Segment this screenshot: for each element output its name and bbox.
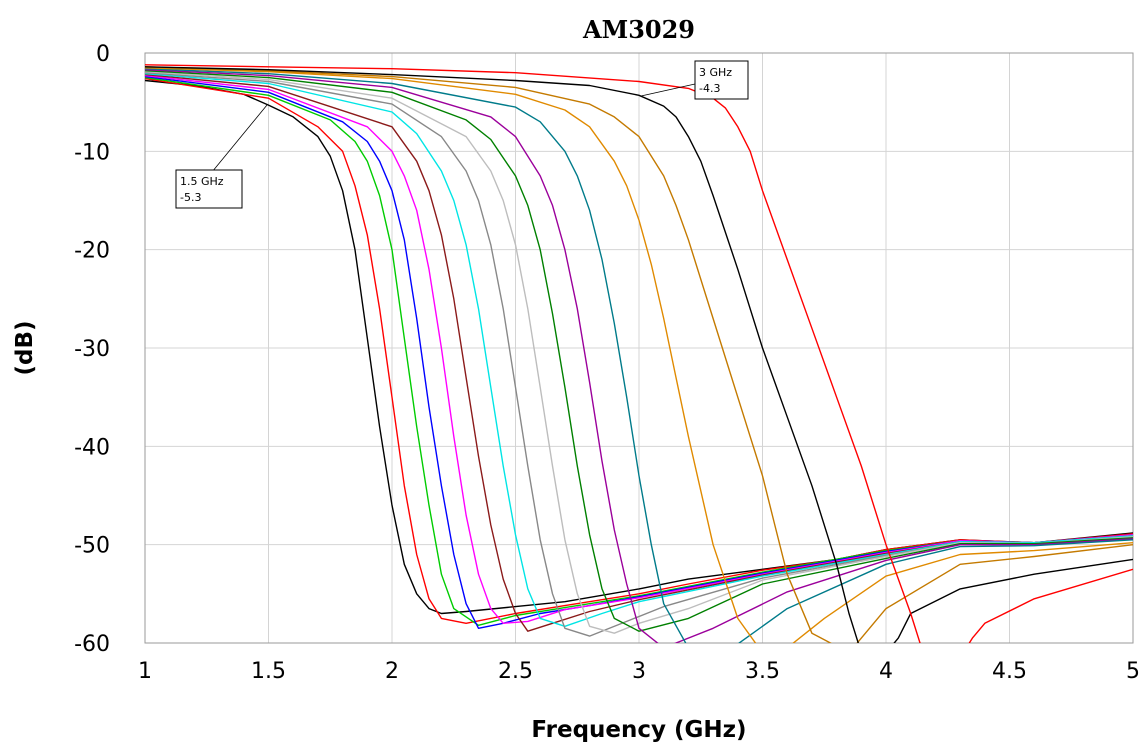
y-tick-label: -10 [74, 140, 110, 165]
x-axis-label: Frequency (GHz) [531, 717, 746, 743]
gridlines [144, 52, 1134, 644]
x-tick-label: 1.5 [251, 659, 286, 684]
callout-leader-3ghz [640, 83, 696, 97]
x-tick-label: 3.5 [745, 659, 780, 684]
y-axis-ticks: 0 -10 -20 -30 -40 -50 -60 [74, 42, 110, 657]
series-line-12 [145, 68, 1133, 643]
callout-group: 3 GHz -4.3 1.5 GHz -5.3 [175, 60, 749, 209]
series-line-4 [145, 75, 1133, 629]
y-tick-label: -40 [74, 435, 110, 460]
callout-3ghz-line1: 3 GHz [699, 66, 732, 79]
series-line-6 [145, 73, 1133, 632]
series-line-11 [145, 69, 1133, 643]
x-tick-label: 2.5 [498, 659, 533, 684]
series-group [145, 64, 1133, 643]
x-tick-label: 1 [138, 659, 152, 684]
series-line-8 [145, 72, 1133, 637]
series-line-5 [145, 74, 1133, 624]
plot-frame [144, 52, 1134, 644]
y-tick-label: -20 [74, 239, 110, 264]
series-line-10 [145, 70, 1133, 632]
series-line-9 [145, 71, 1133, 634]
x-tick-label: 3 [632, 659, 646, 684]
callout-1_5ghz-box [175, 169, 243, 209]
series-line-3 [145, 76, 1133, 626]
x-tick-label: 2 [385, 659, 399, 684]
chart-title: AM3029 [582, 15, 695, 44]
callout-1_5ghz-line2: -5.3 [180, 191, 201, 204]
series-line-15 [145, 66, 1133, 643]
series-line-16 [145, 64, 1133, 643]
callout-leader-1_5ghz [211, 104, 268, 173]
callout-1_5ghz-line1: 1.5 GHz [180, 175, 224, 188]
x-tick-label: 4.5 [992, 659, 1027, 684]
series-line-13 [145, 67, 1133, 643]
y-tick-label: -60 [74, 632, 110, 657]
y-tick-label: 0 [96, 42, 110, 67]
series-line-14 [145, 66, 1133, 643]
x-tick-label: 5 [1126, 659, 1140, 684]
callout-3ghz-box [694, 60, 749, 100]
series-line-7 [145, 73, 1133, 627]
callout-3ghz-line2: -4.3 [699, 82, 720, 95]
x-axis-ticks: 1 1.5 2 2.5 3 3.5 4 4.5 5 [138, 659, 1140, 684]
x-tick-label: 4 [879, 659, 893, 684]
y-axis-label: (dB) [12, 320, 38, 375]
y-tick-label: -30 [74, 337, 110, 362]
y-tick-label: -50 [74, 534, 110, 559]
